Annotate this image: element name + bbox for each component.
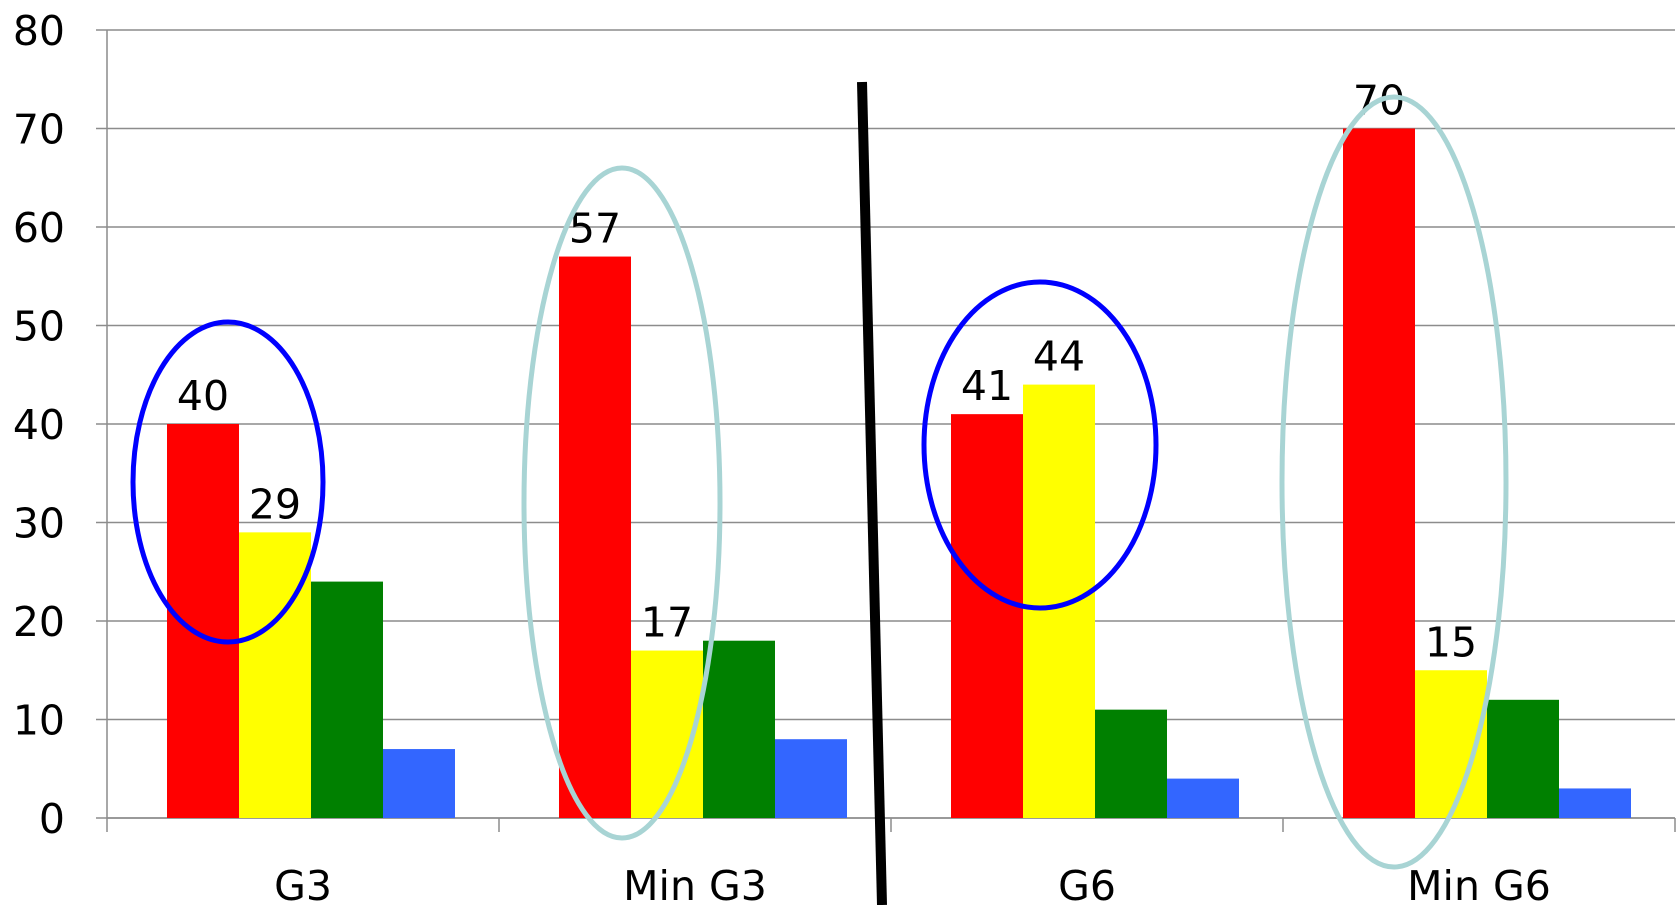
bar — [951, 414, 1023, 818]
bar — [1559, 788, 1631, 818]
y-tick-label: 60 — [13, 204, 65, 252]
data-label: 40 — [177, 372, 229, 420]
y-tick-label: 10 — [13, 697, 65, 745]
bar — [703, 640, 775, 818]
bar — [383, 749, 455, 818]
data-label: 15 — [1425, 618, 1477, 666]
data-label: 44 — [1033, 333, 1085, 381]
bar — [1023, 384, 1095, 818]
highlight-ellipse-min-g3 — [521, 165, 723, 841]
y-tick-label: 50 — [13, 303, 65, 351]
data-label: 57 — [569, 205, 621, 253]
bar — [1343, 128, 1415, 818]
bar — [1167, 778, 1239, 818]
bar — [1487, 699, 1559, 818]
x-category-label: Min G3 — [623, 862, 767, 905]
y-tick-label: 0 — [39, 795, 65, 843]
highlight-ellipse-g6 — [921, 279, 1159, 611]
y-tick-label: 30 — [13, 500, 65, 548]
y-tick-label: 40 — [13, 401, 65, 449]
bar — [1095, 709, 1167, 818]
x-category-label: Min G6 — [1407, 862, 1551, 905]
highlight-ellipse-g3 — [130, 319, 326, 645]
x-category-label: G3 — [274, 862, 332, 905]
y-tick-label: 70 — [13, 106, 65, 154]
bar — [559, 256, 631, 818]
annotation-overlay — [130, 81, 1509, 905]
y-tick-label: 80 — [13, 7, 65, 55]
bar — [239, 532, 311, 818]
data-label: 29 — [249, 480, 301, 528]
data-label: 17 — [641, 599, 693, 647]
bar — [311, 581, 383, 818]
data-label: 41 — [961, 362, 1013, 410]
divider-line — [857, 81, 887, 905]
highlight-ellipse-min-g6 — [1279, 94, 1509, 870]
bars — [167, 128, 1631, 818]
x-category-label: G6 — [1058, 862, 1116, 905]
bar — [775, 739, 847, 818]
y-tick-label: 20 — [13, 598, 65, 646]
